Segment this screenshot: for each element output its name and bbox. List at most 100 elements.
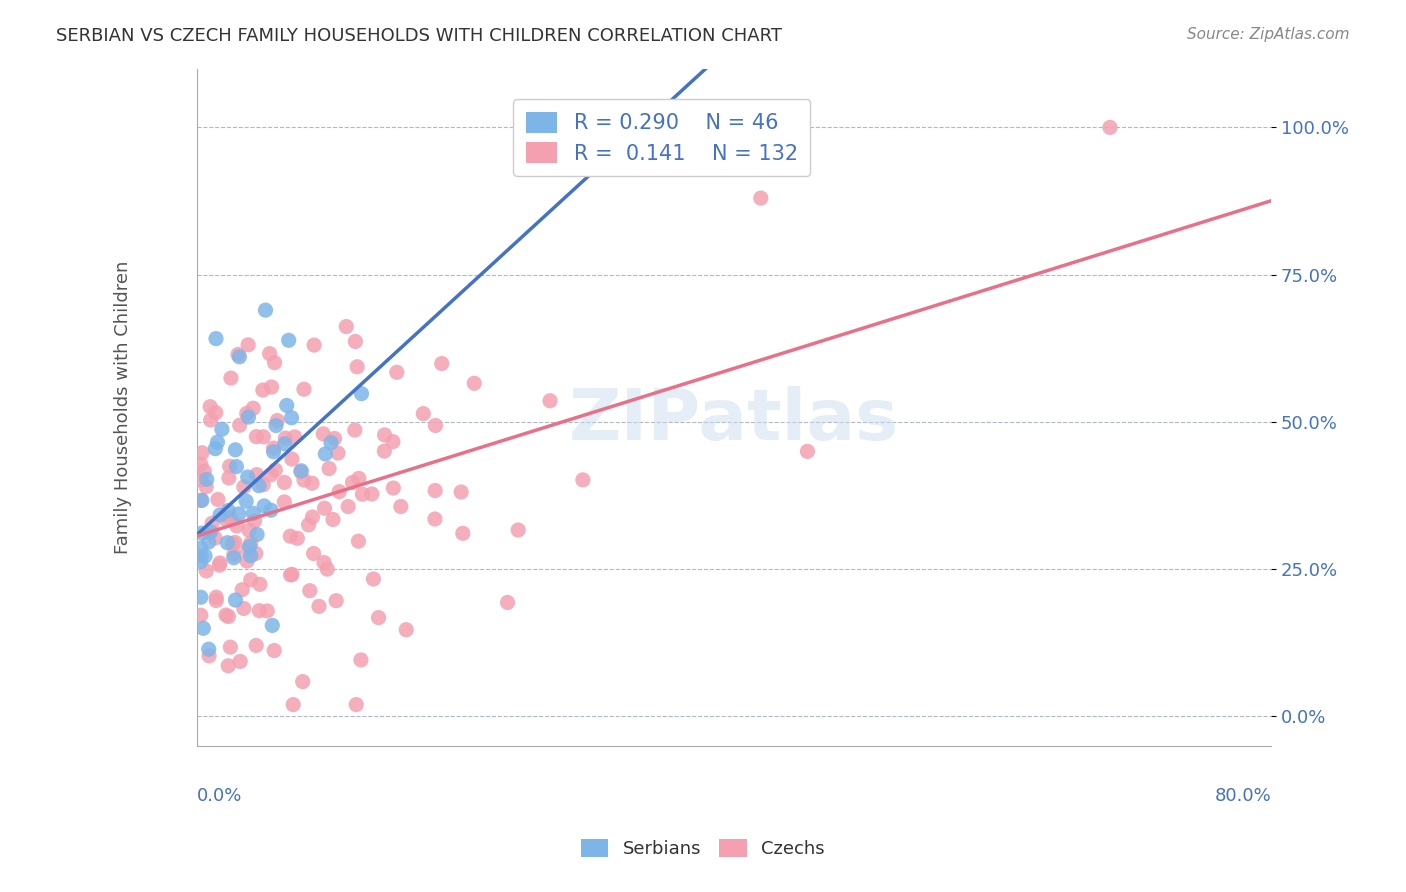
Point (239, 573, 262, 587)
Point (191, 526, 214, 541)
Point (195, 472, 218, 486)
Point (208, 556, 231, 570)
Point (253, 499, 276, 513)
Point (190, 458, 212, 472)
Point (205, 591, 228, 605)
Point (219, 371, 242, 385)
Point (323, 432, 346, 446)
Point (218, 459, 240, 474)
Point (205, 593, 228, 607)
Point (198, 648, 221, 663)
Point (291, 674, 314, 689)
Point (572, 473, 595, 487)
Point (302, 338, 325, 352)
Point (228, 507, 250, 521)
Point (190, 549, 212, 563)
Point (264, 463, 287, 477)
Point (343, 423, 366, 437)
Point (197, 535, 219, 549)
Point (463, 376, 485, 391)
Point (190, 493, 212, 508)
Point (314, 501, 336, 516)
Point (245, 430, 267, 444)
Point (191, 493, 214, 508)
Point (201, 516, 224, 531)
Point (281, 567, 304, 582)
Point (190, 541, 212, 556)
Point (277, 333, 299, 347)
Point (190, 554, 212, 568)
Point (508, 523, 530, 537)
Point (335, 319, 357, 334)
Point (197, 642, 219, 657)
Point (382, 481, 405, 495)
Point (280, 410, 302, 425)
Point (262, 618, 284, 632)
Point (344, 334, 367, 349)
Point (190, 591, 212, 605)
Point (218, 471, 240, 485)
Point (373, 444, 395, 458)
Point (207, 492, 229, 507)
Point (301, 510, 323, 524)
Point (235, 494, 257, 508)
Point (191, 446, 214, 460)
Point (538, 393, 561, 408)
Point (245, 639, 267, 653)
Point (190, 473, 212, 487)
Point (360, 487, 382, 501)
Point (263, 445, 285, 459)
Point (236, 542, 259, 557)
Point (266, 413, 288, 427)
Point (228, 350, 250, 364)
Point (749, 191, 772, 205)
Legend: Serbians, Czechs: Serbians, Czechs (574, 831, 832, 865)
Point (314, 447, 336, 461)
Point (249, 577, 271, 591)
Point (252, 430, 274, 444)
Point (290, 464, 312, 478)
Point (204, 531, 226, 545)
Point (273, 475, 295, 490)
Point (239, 540, 262, 554)
Point (347, 471, 370, 485)
Point (256, 604, 278, 618)
Point (194, 549, 217, 563)
Point (308, 599, 330, 614)
Point (217, 609, 239, 624)
Point (423, 512, 446, 526)
Point (219, 511, 242, 525)
Y-axis label: Family Households with Children: Family Households with Children (114, 260, 132, 554)
Point (363, 572, 385, 586)
Point (215, 607, 238, 622)
Point (292, 382, 315, 396)
Point (190, 608, 212, 623)
Point (350, 386, 373, 401)
Point (195, 564, 218, 578)
Point (224, 535, 246, 549)
Point (221, 536, 243, 550)
Point (205, 332, 228, 346)
Point (209, 508, 232, 522)
Point (274, 431, 297, 445)
Point (254, 303, 277, 318)
Point (247, 478, 270, 492)
Point (389, 500, 412, 514)
Point (297, 517, 319, 532)
Point (228, 418, 250, 433)
Point (319, 435, 342, 450)
Point (238, 410, 260, 425)
Point (236, 554, 259, 568)
Point (260, 380, 283, 394)
Point (200, 413, 222, 427)
Text: 0.0%: 0.0% (197, 787, 242, 805)
Point (350, 653, 373, 667)
Point (231, 582, 253, 597)
Point (252, 383, 274, 397)
Point (273, 436, 295, 450)
Point (290, 465, 312, 479)
Point (224, 593, 246, 607)
Point (302, 547, 325, 561)
Point (247, 604, 270, 618)
Point (246, 467, 269, 482)
